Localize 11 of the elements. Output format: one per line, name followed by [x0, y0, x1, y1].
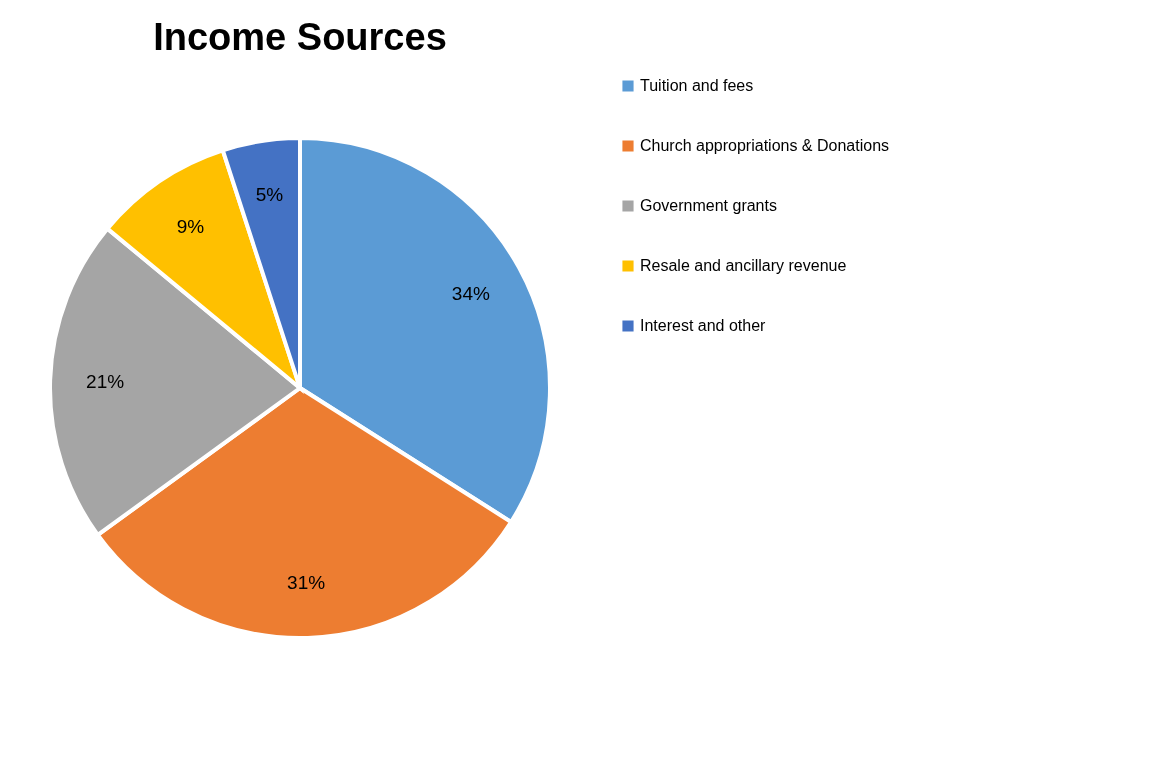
data-label: 31% — [287, 571, 326, 593]
chart-title: Income Sources — [153, 16, 447, 58]
legend-label: Government grants — [640, 197, 777, 214]
data-label: 5% — [255, 184, 284, 206]
data-label: 21% — [86, 370, 125, 392]
data-label: 9% — [176, 215, 205, 237]
legend-label: Church appropriations & Donations — [640, 137, 890, 154]
legend-label: Tuition and fees — [640, 77, 754, 94]
data-label: 34% — [451, 283, 490, 305]
legend-label: Interest and other — [640, 317, 767, 334]
legend-label: Resale and ancillary revenue — [640, 257, 847, 274]
